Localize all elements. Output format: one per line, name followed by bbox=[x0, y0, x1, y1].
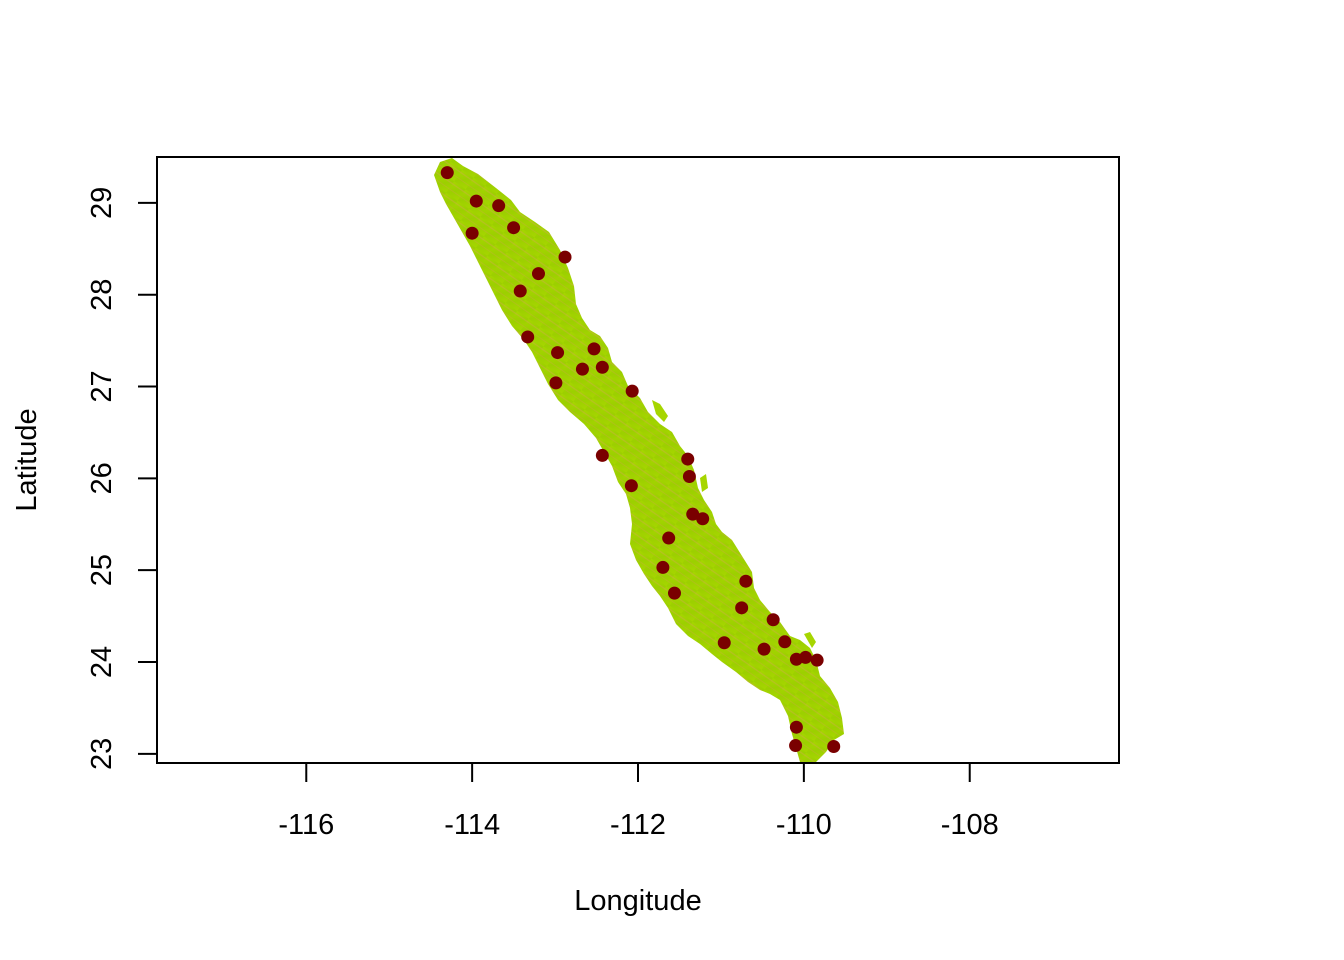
y-tick-label: 26 bbox=[86, 462, 118, 494]
sample-points bbox=[440, 166, 841, 753]
sample-point bbox=[440, 166, 454, 180]
sample-point bbox=[766, 613, 780, 627]
island-east bbox=[700, 474, 708, 492]
sample-point bbox=[667, 586, 681, 600]
sample-point bbox=[686, 507, 700, 521]
sample-point bbox=[558, 250, 572, 264]
y-tick-label: 27 bbox=[86, 370, 118, 402]
x-tick-label: -110 bbox=[776, 809, 832, 841]
sample-point bbox=[696, 512, 710, 526]
y-axis: 23 24 25 26 27 28 29 bbox=[86, 187, 158, 770]
y-tick-label: 29 bbox=[86, 187, 118, 219]
y-tick-label: 23 bbox=[86, 738, 118, 770]
sample-point bbox=[625, 384, 639, 398]
y-tick-label: 28 bbox=[86, 279, 118, 311]
sample-point bbox=[595, 360, 609, 374]
sample-point bbox=[757, 642, 771, 656]
sample-point bbox=[507, 221, 521, 235]
sample-point bbox=[531, 267, 545, 281]
sample-point bbox=[778, 635, 792, 649]
sample-point bbox=[827, 739, 841, 753]
sample-point bbox=[681, 452, 695, 466]
sample-point bbox=[739, 574, 753, 588]
sample-point bbox=[492, 199, 506, 213]
x-axis-title: Longitude bbox=[574, 885, 701, 917]
sample-point bbox=[595, 448, 609, 462]
sample-point bbox=[810, 653, 824, 667]
island-carmen bbox=[652, 400, 668, 422]
sample-point bbox=[521, 330, 535, 344]
sample-point bbox=[789, 739, 803, 753]
sample-point bbox=[513, 284, 527, 298]
sample-point bbox=[799, 650, 813, 664]
sample-point bbox=[549, 376, 563, 390]
island-espiritu-santo bbox=[804, 632, 816, 648]
sample-point bbox=[789, 720, 803, 734]
x-tick-label: -112 bbox=[610, 809, 666, 841]
sample-point bbox=[662, 531, 676, 545]
sample-point bbox=[735, 601, 749, 615]
y-tick-label: 25 bbox=[86, 554, 118, 586]
sample-point bbox=[587, 342, 601, 356]
sample-point bbox=[624, 479, 638, 493]
sample-point bbox=[575, 362, 589, 376]
peninsula-landmass bbox=[434, 158, 844, 762]
sample-point bbox=[682, 470, 696, 484]
x-tick-label: -108 bbox=[941, 809, 999, 841]
y-tick-label: 24 bbox=[86, 646, 118, 678]
x-axis: -116 -114 -112 -110 -108 bbox=[278, 762, 999, 841]
sample-point bbox=[656, 560, 670, 574]
x-tick-label: -116 bbox=[278, 809, 334, 841]
peninsula-raster bbox=[434, 158, 844, 762]
sample-point bbox=[469, 194, 483, 208]
sample-point bbox=[551, 346, 565, 360]
y-axis-title: Latitude bbox=[11, 408, 43, 511]
sample-point bbox=[465, 226, 479, 240]
x-tick-label: -114 bbox=[444, 809, 500, 841]
sample-point bbox=[717, 636, 731, 650]
